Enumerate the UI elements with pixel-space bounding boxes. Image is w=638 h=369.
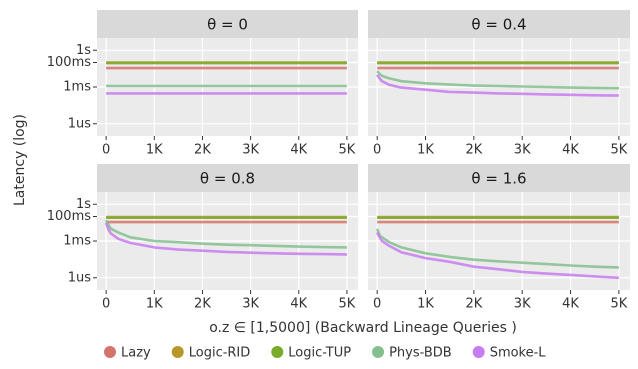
- x-tick-label: 0: [102, 143, 110, 158]
- x-tick-label: 4K: [562, 297, 579, 312]
- legend-swatch: [171, 346, 184, 358]
- series-line: [104, 222, 347, 256]
- x-axis-title: o.z ∈ [1,5000] (Backward Lineage Queries…: [209, 320, 517, 336]
- y-tick-label: 1ms: [63, 234, 91, 249]
- legend-swatch: [271, 346, 284, 358]
- x-tick-label: 2K: [194, 143, 211, 158]
- legend-swatch: [372, 346, 385, 358]
- panel-title: θ = 1.6: [471, 170, 526, 188]
- x-tick-label: 2K: [465, 143, 482, 158]
- y-axis-title: Latency (log): [12, 114, 28, 206]
- strip: [97, 10, 358, 38]
- x-tick-label: 5K: [610, 297, 627, 312]
- x-tick-label: 1K: [146, 297, 163, 312]
- x-tick-label: 3K: [242, 143, 259, 158]
- x-tick-label: 3K: [514, 297, 531, 312]
- strip: [368, 10, 630, 38]
- x-tick-label: 4K: [290, 297, 307, 312]
- x-tick-label: 0: [373, 297, 381, 312]
- x-tick-label: 1K: [417, 143, 434, 158]
- x-tick-label: 2K: [194, 297, 211, 312]
- panel-title: θ = 0.8: [200, 170, 255, 188]
- series-line: [104, 219, 347, 249]
- x-tick-label: 2K: [465, 297, 482, 312]
- x-tick-label: 1K: [146, 143, 163, 158]
- legend-swatch: [472, 346, 485, 358]
- x-tick-label: 5K: [339, 143, 356, 158]
- x-tick-label: 0: [373, 143, 381, 158]
- y-tick-label: 1ms: [63, 80, 91, 95]
- legend-label: Phys-BDB: [389, 346, 452, 361]
- panel-title: θ = 0: [207, 16, 248, 34]
- panel-title: θ = 0.4: [471, 16, 526, 34]
- x-tick-label: 5K: [339, 297, 356, 312]
- x-tick-label: 5K: [610, 143, 627, 158]
- series-line: [376, 70, 619, 90]
- series-line: [376, 231, 619, 280]
- strip: [97, 164, 358, 192]
- x-tick-label: 4K: [290, 143, 307, 158]
- legend-label: Lazy: [121, 346, 151, 361]
- legend-label: Logic-RID: [189, 346, 251, 361]
- y-tick-label: 1s: [76, 197, 91, 212]
- y-tick-label: 1us: [68, 270, 92, 285]
- series-line: [375, 228, 619, 269]
- legend-label: Logic-TUP: [288, 346, 351, 361]
- x-tick-label: 3K: [514, 143, 531, 158]
- legend-label: Smoke-L: [490, 346, 547, 361]
- y-tick-label: 1us: [68, 116, 92, 131]
- strip: [368, 164, 630, 192]
- x-tick-label: 4K: [562, 143, 579, 158]
- x-tick-label: 3K: [242, 297, 259, 312]
- x-tick-label: 0: [102, 297, 110, 312]
- y-tick-label: 1s: [76, 43, 91, 58]
- y-tick-label: 100ms: [47, 55, 91, 70]
- x-tick-label: 1K: [417, 297, 434, 312]
- legend-swatch: [104, 346, 116, 358]
- y-tick-label: 100ms: [47, 209, 91, 224]
- series-line: [376, 74, 619, 97]
